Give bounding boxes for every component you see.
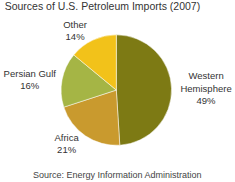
svg-text:Source: Energy Information Adm: Source: Energy Information Administratio… — [33, 170, 202, 180]
svg-text:Africa21%: Africa21% — [54, 132, 79, 155]
svg-text:Other14%: Other14% — [63, 19, 87, 42]
svg-text:Persian Gulf16%: Persian Gulf16% — [4, 68, 57, 91]
svg-text:Sources of U.S. Petroleum Impo: Sources of U.S. Petroleum Imports (2007) — [5, 0, 201, 12]
svg-text:WesternHemisphere49%: WesternHemisphere49% — [180, 70, 231, 106]
